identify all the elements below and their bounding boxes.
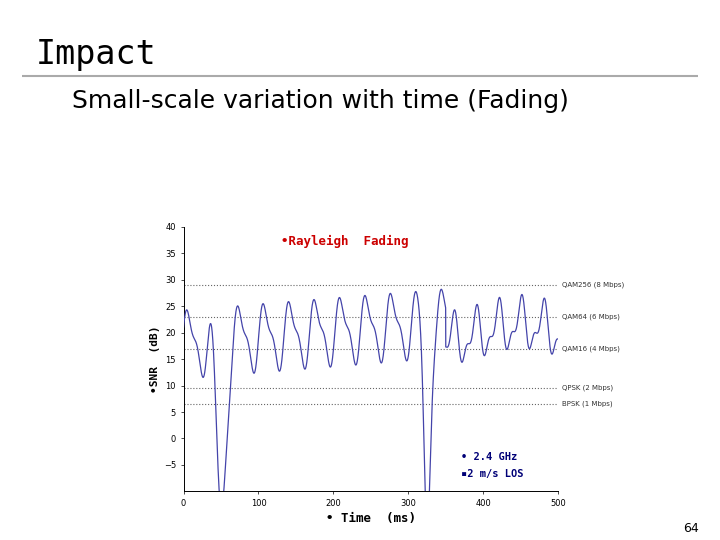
Text: •Rayleigh  Fading: •Rayleigh Fading — [281, 235, 408, 248]
Text: 64: 64 — [683, 522, 698, 535]
Text: QAM16 (4 Mbps): QAM16 (4 Mbps) — [562, 345, 620, 352]
X-axis label: • Time  (ms): • Time (ms) — [325, 512, 416, 525]
Text: QPSK (2 Mbps): QPSK (2 Mbps) — [562, 385, 613, 392]
Y-axis label: •SNR  (dB): •SNR (dB) — [150, 325, 160, 393]
Text: QAM64 (6 Mbps): QAM64 (6 Mbps) — [562, 314, 620, 320]
Text: Impact: Impact — [36, 38, 157, 71]
Text: Small-scale variation with time (Fading): Small-scale variation with time (Fading) — [72, 89, 569, 113]
Text: ▪2 m/s LOS: ▪2 m/s LOS — [461, 469, 523, 480]
Text: QAM256 (8 Mbps): QAM256 (8 Mbps) — [562, 282, 624, 288]
Text: BPSK (1 Mbps): BPSK (1 Mbps) — [562, 401, 613, 407]
Text: • 2.4 GHz: • 2.4 GHz — [461, 452, 517, 462]
